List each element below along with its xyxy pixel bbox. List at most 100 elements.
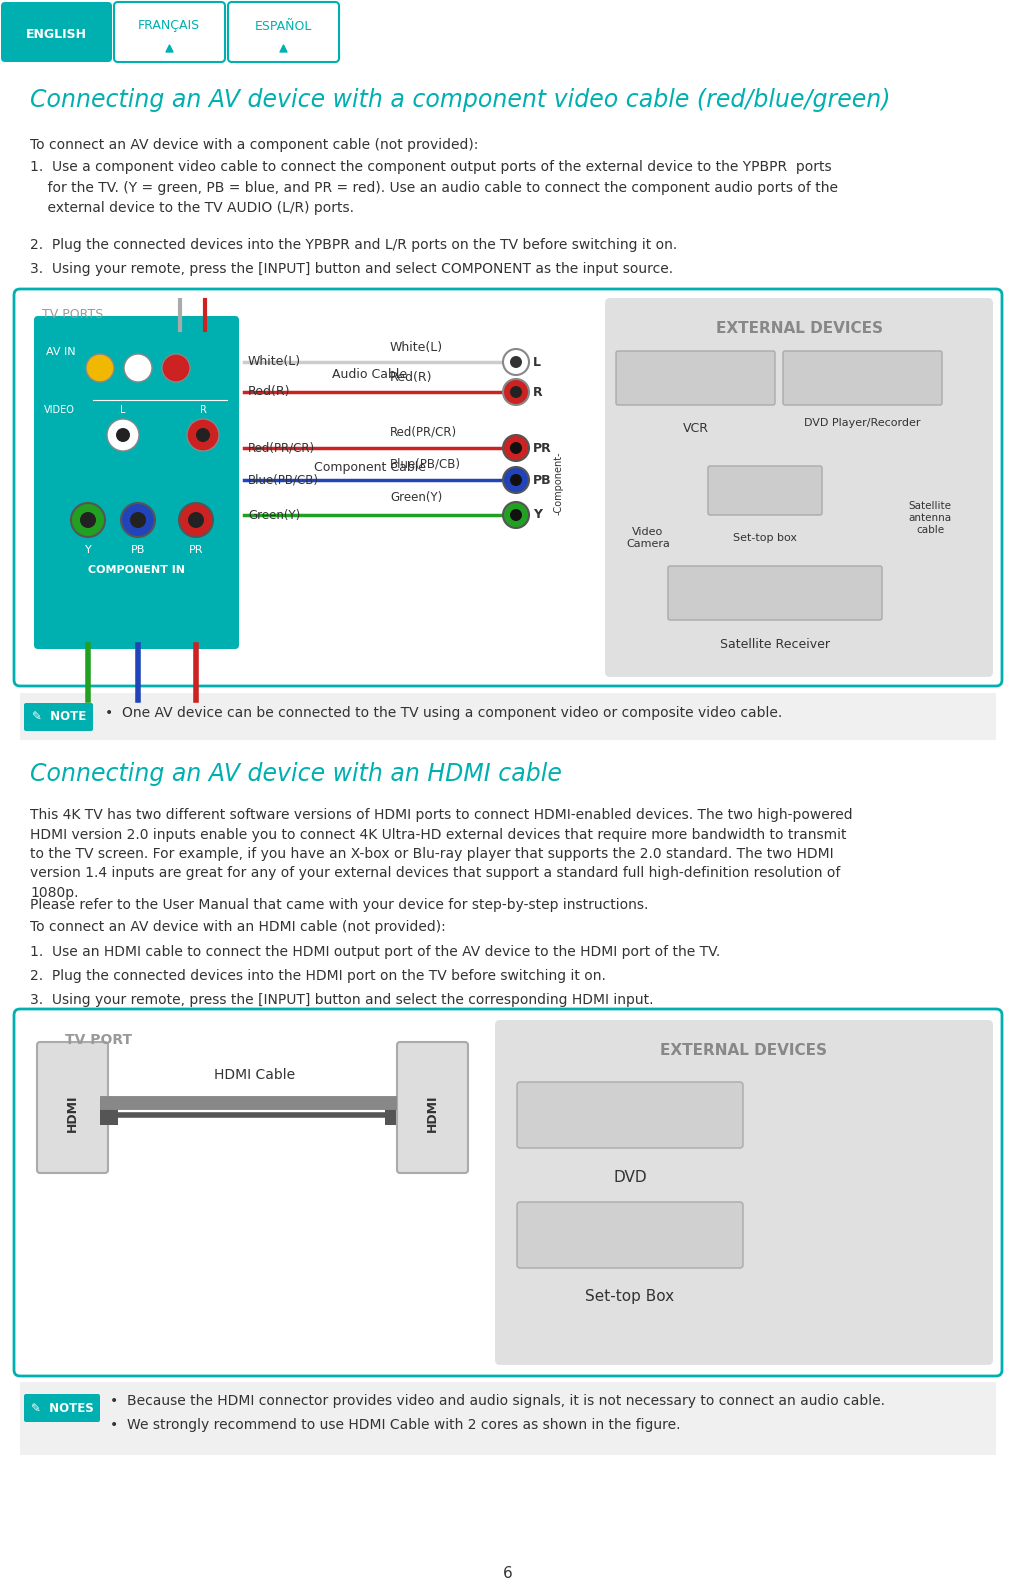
- FancyBboxPatch shape: [114, 2, 225, 62]
- Circle shape: [162, 353, 190, 382]
- FancyBboxPatch shape: [20, 1382, 996, 1455]
- Text: PR: PR: [533, 441, 552, 454]
- Text: PB: PB: [533, 473, 552, 487]
- FancyBboxPatch shape: [517, 1083, 743, 1148]
- Circle shape: [86, 353, 114, 382]
- Text: •  Because the HDMI connector provides video and audio signals, it is not necess: • Because the HDMI connector provides vi…: [110, 1395, 885, 1407]
- Circle shape: [80, 513, 96, 529]
- Text: -Component-: -Component-: [554, 451, 564, 514]
- Text: 1.  Use an HDMI cable to connect the HDMI output port of the AV device to the HD: 1. Use an HDMI cable to connect the HDMI…: [30, 946, 720, 958]
- Text: 1.  Use a component video cable to connect the component output ports of the ext: 1. Use a component video cable to connec…: [30, 161, 838, 215]
- Text: 3.  Using your remote, press the [INPUT] button and select the corresponding HDM: 3. Using your remote, press the [INPUT] …: [30, 993, 653, 1008]
- Text: This 4K TV has two different software versions of HDMI ports to connect HDMI-ena: This 4K TV has two different software ve…: [30, 809, 852, 899]
- Text: L: L: [120, 404, 126, 416]
- Text: ✎  NOTE: ✎ NOTE: [31, 710, 86, 723]
- Text: Red(PR/CR): Red(PR/CR): [248, 441, 315, 454]
- Circle shape: [130, 513, 146, 529]
- Circle shape: [71, 503, 105, 537]
- Circle shape: [503, 466, 529, 494]
- Text: Audio Cable: Audio Cable: [332, 368, 407, 382]
- Text: L: L: [533, 355, 541, 368]
- Text: 2.  Plug the connected devices into the HDMI port on the TV before switching it : 2. Plug the connected devices into the H…: [30, 970, 606, 982]
- Text: AV IN: AV IN: [46, 347, 75, 357]
- Text: R: R: [533, 385, 543, 398]
- Text: EXTERNAL DEVICES: EXTERNAL DEVICES: [715, 322, 883, 336]
- Circle shape: [188, 513, 204, 529]
- Text: FRANÇAIS: FRANÇAIS: [138, 19, 200, 32]
- Text: Green(Y): Green(Y): [248, 508, 301, 522]
- Text: ✎  NOTES: ✎ NOTES: [30, 1401, 93, 1415]
- FancyBboxPatch shape: [495, 1020, 993, 1364]
- Circle shape: [124, 353, 152, 382]
- FancyBboxPatch shape: [228, 2, 339, 62]
- Text: VCR: VCR: [683, 422, 709, 435]
- Text: Please refer to the User Manual that came with your device for step-by-step inst: Please refer to the User Manual that cam…: [30, 898, 648, 912]
- FancyBboxPatch shape: [616, 350, 775, 404]
- Text: White(L): White(L): [390, 341, 443, 353]
- Text: Red(R): Red(R): [248, 385, 291, 398]
- Text: Blue(PB/CB): Blue(PB/CB): [248, 473, 319, 487]
- Text: 2.  Plug the connected devices into the YPBPR and L/R ports on the TV before swi: 2. Plug the connected devices into the Y…: [30, 237, 678, 252]
- FancyBboxPatch shape: [708, 466, 822, 514]
- Text: Blue(PB/CB): Blue(PB/CB): [390, 457, 461, 471]
- FancyBboxPatch shape: [783, 350, 942, 404]
- FancyBboxPatch shape: [1, 2, 112, 62]
- Text: DVD: DVD: [614, 1170, 647, 1184]
- Text: •  One AV device can be connected to the TV using a component video or composite: • One AV device can be connected to the …: [105, 705, 782, 720]
- Text: •  We strongly recommend to use HDMI Cable with 2 cores as shown in the figure.: • We strongly recommend to use HDMI Cabl…: [110, 1418, 681, 1431]
- Text: EXTERNAL DEVICES: EXTERNAL DEVICES: [660, 1043, 827, 1059]
- FancyBboxPatch shape: [605, 298, 993, 677]
- Circle shape: [107, 419, 139, 451]
- Circle shape: [121, 503, 155, 537]
- Text: Red(R): Red(R): [390, 371, 433, 384]
- Text: ESPAÑOL: ESPAÑOL: [254, 19, 312, 32]
- FancyBboxPatch shape: [20, 693, 996, 740]
- FancyBboxPatch shape: [14, 1009, 1002, 1375]
- Circle shape: [179, 503, 213, 537]
- Text: HDMI Cable: HDMI Cable: [214, 1068, 296, 1083]
- Text: HDMI: HDMI: [65, 1094, 78, 1132]
- Point: [275, 35, 292, 60]
- FancyBboxPatch shape: [668, 567, 882, 619]
- Text: Connecting an AV device with a component video cable (red/blue/green): Connecting an AV device with a component…: [30, 88, 890, 111]
- Text: DVD Player/Recorder: DVD Player/Recorder: [804, 419, 920, 428]
- Text: Y: Y: [533, 508, 542, 522]
- FancyBboxPatch shape: [34, 315, 239, 650]
- Text: Red(PR/CR): Red(PR/CR): [390, 425, 457, 438]
- Text: Set-top box: Set-top box: [733, 533, 797, 543]
- Circle shape: [510, 443, 522, 454]
- Circle shape: [510, 357, 522, 368]
- Text: PR: PR: [189, 544, 203, 556]
- FancyBboxPatch shape: [37, 1043, 108, 1173]
- Text: Green(Y): Green(Y): [390, 492, 442, 505]
- Circle shape: [503, 501, 529, 529]
- Circle shape: [510, 509, 522, 521]
- Text: To connect an AV device with a component cable (not provided):: To connect an AV device with a component…: [30, 139, 479, 151]
- FancyBboxPatch shape: [24, 1395, 100, 1422]
- Text: ENGLISH: ENGLISH: [25, 27, 86, 40]
- Circle shape: [503, 349, 529, 376]
- Text: Set-top Box: Set-top Box: [585, 1290, 675, 1304]
- Text: R: R: [199, 404, 206, 416]
- Circle shape: [510, 385, 522, 398]
- Text: Y: Y: [84, 544, 91, 556]
- FancyBboxPatch shape: [517, 1202, 743, 1267]
- Text: VIDEO: VIDEO: [44, 404, 75, 416]
- Circle shape: [503, 379, 529, 404]
- Text: Satellite
antenna
cable: Satellite antenna cable: [908, 501, 952, 535]
- Text: TV PORTS: TV PORTS: [42, 307, 104, 322]
- Text: 3.  Using your remote, press the [INPUT] button and select COMPONENT as the inpu: 3. Using your remote, press the [INPUT] …: [30, 263, 674, 275]
- Circle shape: [116, 428, 130, 443]
- Text: To connect an AV device with an HDMI cable (not provided):: To connect an AV device with an HDMI cab…: [30, 920, 446, 935]
- Text: TV PORT: TV PORT: [65, 1033, 132, 1048]
- Text: Satellite Receiver: Satellite Receiver: [720, 638, 830, 651]
- Point: [161, 35, 177, 60]
- FancyBboxPatch shape: [14, 290, 1002, 686]
- Text: 6: 6: [503, 1565, 513, 1581]
- FancyBboxPatch shape: [385, 1100, 403, 1126]
- FancyBboxPatch shape: [100, 1100, 118, 1126]
- Text: Connecting an AV device with an HDMI cable: Connecting an AV device with an HDMI cab…: [30, 763, 562, 786]
- Circle shape: [196, 428, 210, 443]
- Circle shape: [510, 474, 522, 486]
- Text: Video
Camera: Video Camera: [626, 527, 670, 549]
